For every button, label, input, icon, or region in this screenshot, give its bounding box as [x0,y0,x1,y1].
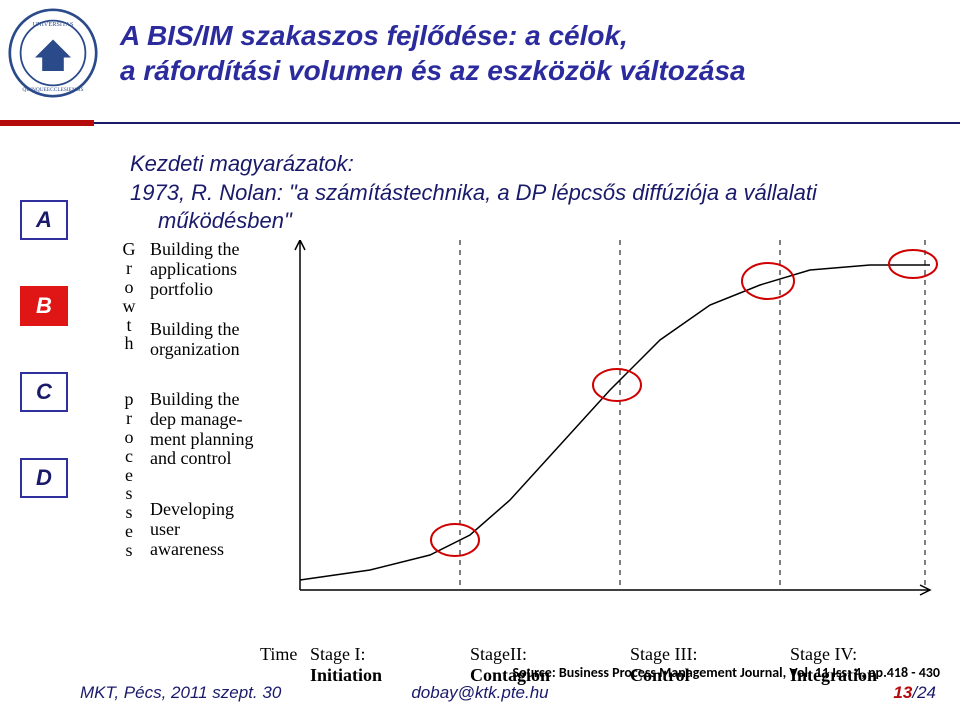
footer-page-number: 13/24 [893,683,936,703]
section-box-b[interactable]: B [20,286,68,326]
body-text: Kezdeti magyarázatok: 1973, R. Nolan: "a… [130,150,930,236]
title-line-1: A BIS/IM szakaszos fejlődése: a célok, [120,18,930,53]
x-axis-time-label: Time [260,644,297,665]
source-citation: Source: Business Process Management Jour… [380,664,940,681]
university-logo: UNIVERSITAS QUINQUEECCLESIENSIS [8,8,98,98]
title-line-2: a ráfordítási volumen és az eszközök vál… [120,53,930,88]
plot-svg [110,240,940,600]
divider-rule [0,120,960,130]
body-line-2: 1973, R. Nolan: "a számítástechnika, a D… [130,179,930,236]
slide-footer: MKT, Pécs, 2011 szept. 30 dobay@ktk.pte.… [0,683,960,705]
section-box-c[interactable]: C [20,372,68,412]
body-line-1: Kezdeti magyarázatok: [130,150,930,179]
section-box-d[interactable]: D [20,458,68,498]
svg-text:UNIVERSITAS: UNIVERSITAS [33,21,74,28]
section-nav: A B C D [20,200,68,544]
footer-center: dobay@ktk.pte.hu [0,683,960,703]
nolan-growth-diagram: G r o w t h p r o c e s s e s Building t… [110,240,940,650]
section-box-a[interactable]: A [20,200,68,240]
page-title: A BIS/IM szakaszos fejlődése: a célok, a… [120,18,930,88]
svg-text:QUINQUEECCLESIENSIS: QUINQUEECCLESIENSIS [22,87,83,93]
